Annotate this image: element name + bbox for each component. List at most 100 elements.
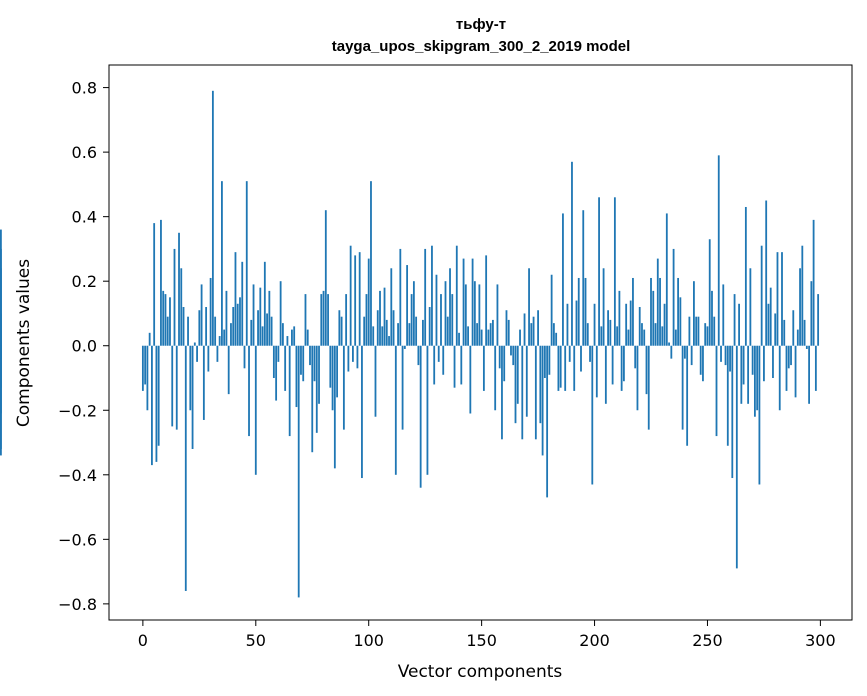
bar (607, 310, 609, 346)
bar (557, 345, 560, 391)
bar (151, 345, 153, 466)
bar (681, 345, 684, 430)
bar (281, 323, 284, 346)
bar (340, 316, 343, 346)
bar (580, 345, 582, 372)
bar (361, 345, 363, 479)
bar (209, 277, 212, 346)
bar (144, 345, 147, 385)
bar (706, 326, 709, 346)
bar (257, 310, 259, 346)
bar (663, 303, 666, 346)
bar (496, 284, 499, 346)
bar (401, 345, 404, 430)
bar (453, 345, 456, 388)
bar (259, 287, 262, 346)
bar (225, 290, 228, 346)
bar (381, 326, 384, 346)
bar (187, 316, 189, 346)
bar (146, 345, 149, 411)
bar (205, 307, 208, 346)
bar (708, 239, 711, 346)
bar (311, 345, 314, 453)
bar (440, 294, 442, 346)
bar (641, 323, 643, 346)
bar (489, 323, 492, 346)
y-tick-label: −0.4 (58, 466, 97, 485)
bar (342, 345, 345, 430)
bar (286, 336, 289, 346)
bar (525, 345, 528, 417)
bar (315, 345, 318, 433)
bar (388, 336, 390, 346)
bar (263, 261, 266, 346)
bar (688, 316, 691, 346)
bar (693, 281, 695, 346)
y-tick-label: 0.2 (72, 272, 97, 291)
bar (717, 155, 720, 346)
bar (148, 332, 151, 346)
bar (713, 316, 716, 346)
bar (300, 345, 302, 375)
bar (449, 268, 451, 346)
bar (284, 345, 287, 391)
bar (385, 319, 388, 346)
bar (749, 268, 752, 346)
bar (516, 345, 519, 404)
bar (589, 345, 591, 362)
bar (433, 345, 436, 385)
bar (277, 345, 280, 362)
bar (331, 345, 334, 411)
bar (408, 323, 411, 346)
bar (623, 345, 625, 382)
bar (523, 313, 526, 346)
bar (352, 345, 354, 362)
bar (634, 345, 637, 369)
bar (494, 345, 497, 411)
bar (600, 326, 603, 346)
bar (184, 345, 187, 591)
bar (534, 345, 537, 440)
bar (324, 210, 327, 346)
bar (645, 345, 648, 395)
bar (250, 319, 253, 346)
bar (419, 345, 422, 488)
bar (647, 345, 650, 430)
bar (221, 181, 223, 346)
bar (650, 277, 652, 346)
bar (753, 345, 756, 417)
bar (729, 345, 731, 372)
bar (505, 310, 508, 346)
bar (604, 345, 607, 404)
bar (356, 345, 359, 369)
bar (367, 258, 370, 346)
bar (358, 252, 361, 346)
bar (467, 326, 469, 346)
bar (674, 329, 677, 346)
bar (573, 345, 576, 391)
bar (200, 284, 203, 346)
bar (530, 323, 533, 346)
bar (270, 316, 273, 346)
bar (595, 345, 598, 398)
bar (765, 200, 768, 346)
bar (591, 345, 594, 485)
bar (471, 258, 474, 346)
bar (751, 345, 754, 375)
bar (306, 329, 309, 346)
bar (171, 345, 174, 427)
bar (620, 345, 623, 391)
bar (593, 303, 596, 346)
bar (616, 326, 619, 346)
bar (211, 90, 214, 346)
bar (632, 277, 634, 346)
bar (699, 345, 702, 375)
bar (543, 345, 546, 378)
bar (302, 345, 305, 382)
chart-title: тьфу-т (456, 16, 506, 33)
bar (726, 345, 729, 446)
bar (437, 345, 440, 362)
bar (272, 345, 275, 378)
bar (627, 329, 630, 346)
bar (656, 258, 659, 346)
